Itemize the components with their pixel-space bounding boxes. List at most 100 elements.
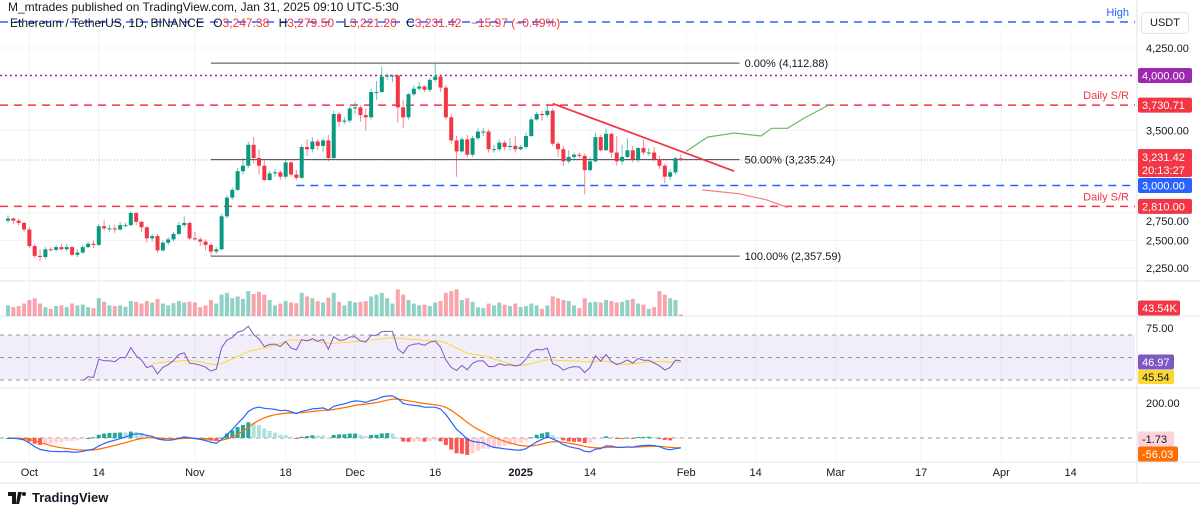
- macd-histogram-bar: [491, 438, 496, 449]
- symbol-name[interactable]: Ethereum / TetherUS, 1D, BINANCE: [10, 16, 204, 30]
- candle: [358, 105, 363, 122]
- candle: [556, 141, 561, 157]
- candle: [673, 156, 678, 175]
- candle: [310, 137, 315, 153]
- time-tick-label: 14: [584, 467, 596, 479]
- time-tick-label: Feb: [677, 467, 696, 479]
- macd-histogram-bar: [390, 433, 395, 438]
- candle-body: [144, 227, 149, 239]
- candle-body: [630, 150, 635, 160]
- candle: [411, 85, 416, 97]
- macd-histogram-bar: [604, 436, 609, 438]
- macd-histogram-bar: [219, 437, 224, 439]
- macd-histogram-bar: [411, 438, 416, 442]
- candle-body: [11, 218, 16, 221]
- candle: [294, 170, 299, 180]
- macd-histogram-bar: [337, 434, 342, 438]
- candle-body: [614, 152, 619, 162]
- candle: [182, 216, 187, 228]
- candle: [678, 154, 683, 162]
- volume-bar: [283, 301, 288, 316]
- volume-bar: [214, 303, 219, 316]
- candle: [465, 134, 470, 158]
- macd-histogram-bar: [475, 438, 480, 451]
- volume-bar: [91, 308, 96, 316]
- volume-bar: [566, 301, 571, 316]
- candle: [497, 139, 502, 152]
- macd-histogram-bar: [385, 433, 390, 438]
- candle: [406, 93, 411, 120]
- volume-bar: [572, 305, 577, 316]
- volume-bar: [128, 301, 133, 316]
- candle-body: [641, 148, 646, 153]
- time-tick-label: Mar: [826, 467, 845, 479]
- time-tick-label: Apr: [993, 467, 1010, 479]
- volume-bar: [38, 303, 43, 316]
- macd-histogram-bar: [518, 438, 523, 443]
- candle-body: [582, 155, 587, 171]
- volume-bar: [374, 294, 379, 316]
- candle-body: [518, 147, 523, 150]
- volume-bar: [64, 307, 69, 316]
- price-tick-label: 2,750.00: [1146, 216, 1189, 228]
- volume-bar: [523, 306, 528, 316]
- candle: [289, 161, 294, 177]
- time-tick-label: 17: [915, 467, 927, 479]
- tradingview-logo[interactable]: TradingView: [8, 490, 108, 505]
- volume-bar: [176, 301, 181, 316]
- candle-body: [481, 131, 486, 133]
- candle: [32, 243, 37, 259]
- candle: [240, 158, 245, 175]
- candle: [59, 243, 64, 251]
- candle-body: [48, 249, 53, 251]
- candle: [422, 85, 427, 92]
- axis-label-volume: 43.54K: [1138, 300, 1180, 316]
- macd-histogram-bar: [417, 438, 422, 442]
- macd-histogram-bar: [459, 438, 464, 454]
- volume-bar: [112, 306, 117, 316]
- candle-body: [491, 149, 496, 151]
- candle: [604, 128, 609, 151]
- axis-label-3000: 3,000.00: [1138, 178, 1192, 193]
- candle-body: [139, 221, 144, 228]
- candle-body: [433, 76, 438, 80]
- axis-label-rsi-text: 46.97: [1142, 357, 1170, 369]
- macd-histogram-bar: [278, 434, 283, 438]
- volume-bar: [491, 305, 496, 316]
- volume-bar: [219, 294, 224, 316]
- candle: [507, 138, 512, 151]
- price-tick-label: 4,250.00: [1146, 43, 1189, 55]
- macd-histogram-bar: [160, 438, 165, 440]
- candle-body: [545, 110, 550, 116]
- candle: [363, 108, 368, 131]
- candle: [299, 144, 304, 179]
- macd-histogram-bar: [96, 434, 101, 438]
- volume-bar: [246, 291, 251, 316]
- fib-level-label: 0.00% (4,112.88): [745, 58, 829, 70]
- volume-bar: [203, 305, 208, 316]
- candle: [305, 139, 310, 156]
- candle-body: [326, 140, 331, 158]
- volume-bar: [668, 298, 673, 316]
- last-price-text: 3,231.42: [1142, 152, 1185, 164]
- candle-body: [593, 137, 598, 162]
- volume-bar: [406, 300, 411, 316]
- candle: [75, 249, 80, 257]
- currency-button[interactable]: USDT: [1141, 12, 1189, 34]
- candle-body: [566, 156, 571, 162]
- macd-histogram-bar: [636, 437, 641, 439]
- axis-label-macd-signal-bg: [1138, 446, 1178, 462]
- volume-bar: [150, 302, 155, 316]
- candle: [235, 167, 240, 191]
- macd-histogram-bar: [454, 438, 459, 454]
- axis-label-daily-sr-upper-text: 3,730.71: [1142, 100, 1185, 112]
- candle: [315, 139, 320, 151]
- volume-bar: [550, 296, 555, 316]
- macd-histogram-bar: [102, 433, 107, 438]
- axis-label-macd-hist-text: -1.73: [1142, 434, 1167, 446]
- candle-body: [331, 114, 336, 158]
- volume-bar: [593, 301, 598, 316]
- candle-body: [224, 197, 229, 217]
- candle-body: [588, 161, 593, 171]
